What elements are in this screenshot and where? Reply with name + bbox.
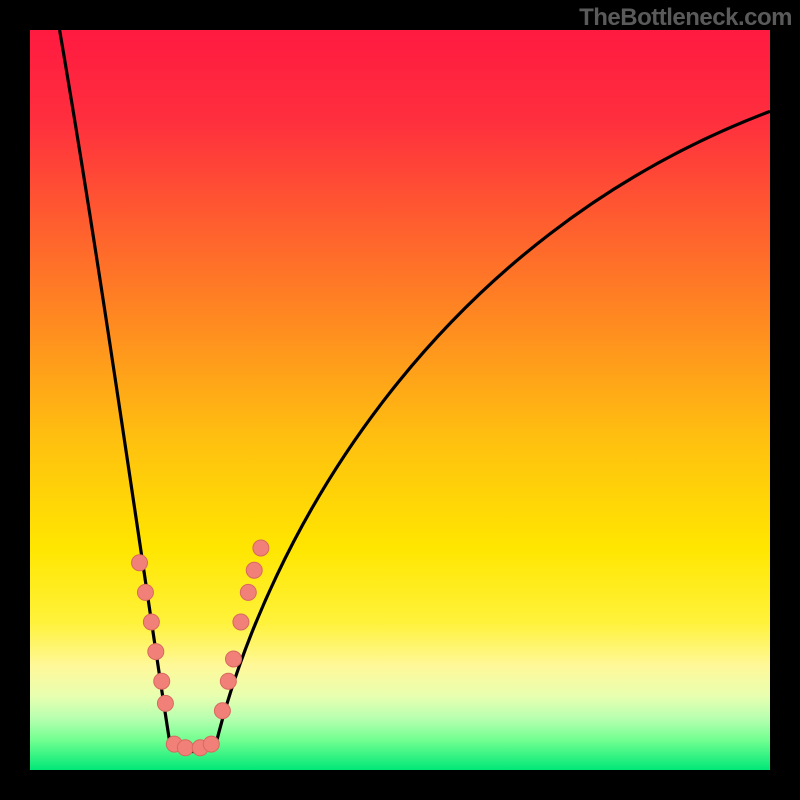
data-marker bbox=[253, 540, 269, 556]
data-marker bbox=[233, 614, 249, 630]
data-marker bbox=[203, 736, 219, 752]
data-marker bbox=[148, 644, 164, 660]
data-marker bbox=[226, 651, 242, 667]
data-marker bbox=[220, 673, 236, 689]
data-marker bbox=[177, 740, 193, 756]
watermark-text: TheBottleneck.com bbox=[579, 4, 792, 32]
data-marker bbox=[214, 703, 230, 719]
data-marker bbox=[246, 562, 262, 578]
bottleneck-chart bbox=[0, 0, 800, 800]
plot-background bbox=[30, 30, 770, 770]
data-marker bbox=[240, 584, 256, 600]
data-marker bbox=[132, 555, 148, 571]
data-marker bbox=[143, 614, 159, 630]
data-marker bbox=[157, 695, 173, 711]
data-marker bbox=[137, 584, 153, 600]
data-marker bbox=[154, 673, 170, 689]
